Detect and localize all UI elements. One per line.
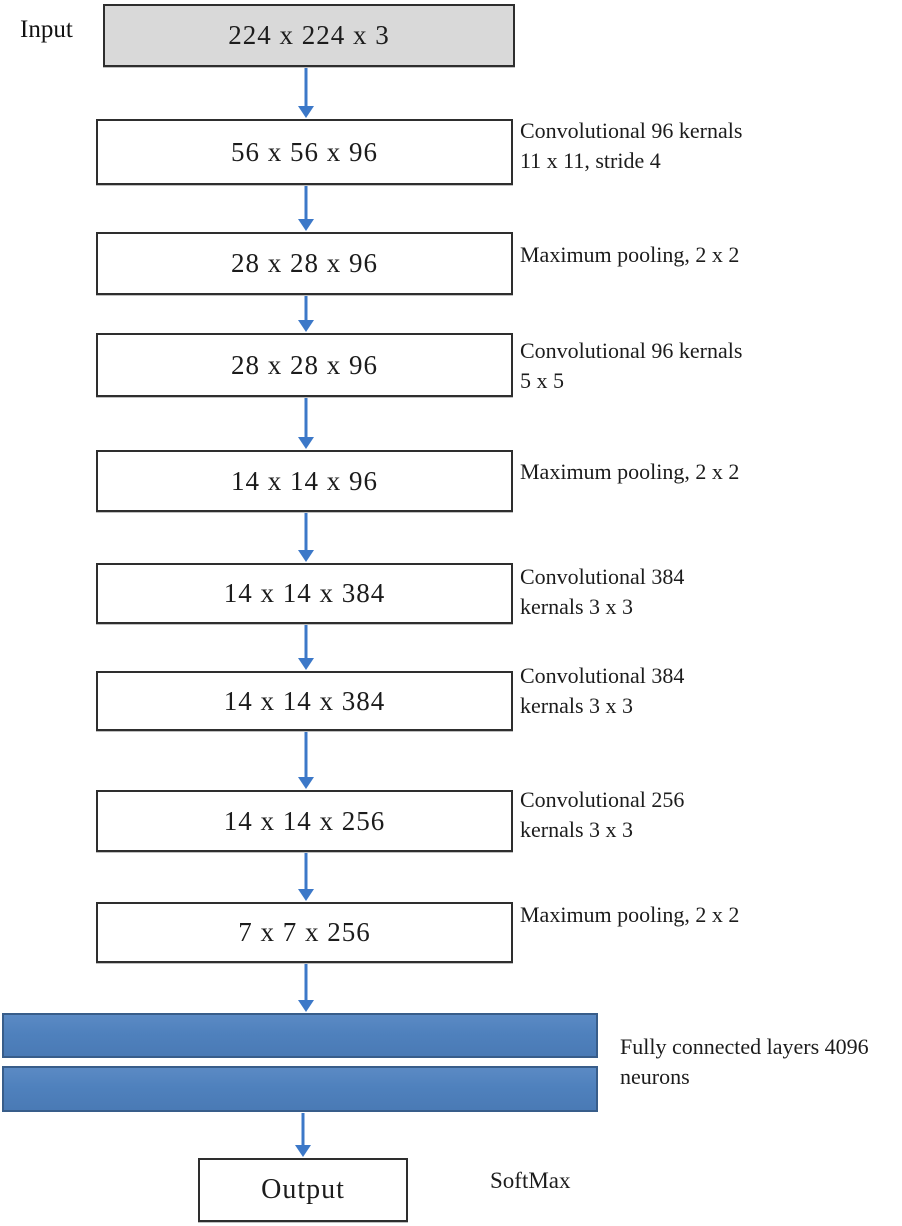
layer-box-conv5: 14 x 14 x 256	[96, 790, 513, 852]
layer-box-text: 14 x 14 x 384	[223, 685, 386, 716]
annotation-line2: 5 x 5	[520, 368, 564, 393]
flow-arrow	[298, 186, 314, 231]
input-box-text: 224 x 224 x 3	[228, 20, 390, 50]
layer-annotation-conv2: Convolutional 96 kernals 5 x 5	[520, 336, 880, 396]
arrow-head-icon	[298, 106, 314, 118]
layer-box-pool3: 7 x 7 x 256	[96, 902, 513, 963]
arrow-shaft	[304, 296, 308, 321]
arrow-head-icon	[298, 219, 314, 231]
arrow-head-icon	[298, 550, 314, 562]
flow-arrow	[298, 732, 314, 789]
arrow-head-icon	[298, 320, 314, 332]
layer-box-conv1: 56 x 56 x 96	[96, 119, 513, 185]
layer-box-conv3: 14 x 14 x 384	[96, 563, 513, 624]
arrow-head-icon	[298, 889, 314, 901]
flow-arrow	[295, 1113, 311, 1157]
arrow-shaft	[301, 1113, 305, 1146]
annotation-line1: Fully connected layers 4096	[620, 1034, 869, 1059]
layer-annotation-conv4: Convolutional 384 kernals 3 x 3	[520, 661, 880, 721]
flow-arrow	[298, 625, 314, 670]
layer-box-text: 14 x 14 x 384	[223, 578, 386, 608]
annotation-line1: Maximum pooling, 2 x 2	[520, 459, 740, 484]
annotation-line1: Convolutional 384	[520, 663, 685, 688]
arrow-shaft	[304, 964, 308, 1001]
fully-connected-bar-1	[2, 1013, 598, 1058]
annotation-line2: kernals 3 x 3	[520, 693, 634, 718]
layer-box-conv2: 28 x 28 x 96	[96, 333, 513, 397]
layer-annotation-conv1: Convolutional 96 kernals 11 x 11, stride…	[520, 116, 880, 176]
annotation-line2: kernals 3 x 3	[520, 817, 634, 842]
layer-box-text: 56 x 56 x 96	[231, 136, 378, 167]
flow-arrow	[298, 513, 314, 562]
fully-connected-bar-2	[2, 1066, 598, 1112]
input-box: 224 x 224 x 3	[103, 4, 515, 67]
flow-arrow	[298, 398, 314, 449]
flow-arrow	[298, 296, 314, 332]
input-label: Input	[20, 16, 73, 43]
annotation-line2: neurons	[620, 1064, 690, 1089]
arrow-shaft	[304, 68, 308, 107]
annotation-line1: Convolutional 96 kernals	[520, 118, 743, 143]
annotation-line1: Maximum pooling, 2 x 2	[520, 242, 740, 267]
arrow-shaft	[304, 398, 308, 438]
annotation-line1: Maximum pooling, 2 x 2	[520, 902, 740, 927]
softmax-label: SoftMax	[490, 1168, 571, 1193]
annotation-line1: Convolutional 384	[520, 564, 685, 589]
layer-box-text: 28 x 28 x 96	[231, 248, 378, 278]
flow-arrow	[298, 68, 314, 118]
annotation-line1: Convolutional 256	[520, 787, 685, 812]
output-box: Output	[198, 1158, 408, 1222]
fully-connected-annotation: Fully connected layers 4096 neurons	[620, 1032, 890, 1092]
arrow-head-icon	[295, 1145, 311, 1157]
layer-annotation-pool1: Maximum pooling, 2 x 2	[520, 240, 880, 270]
annotation-line2: kernals 3 x 3	[520, 594, 634, 619]
arrow-shaft	[304, 513, 308, 551]
output-box-text: Output	[261, 1174, 345, 1205]
arrow-shaft	[304, 186, 308, 220]
layer-annotation-pool2: Maximum pooling, 2 x 2	[520, 457, 880, 487]
layer-annotation-conv3: Convolutional 384 kernals 3 x 3	[520, 562, 880, 622]
layer-box-pool1: 28 x 28 x 96	[96, 232, 513, 295]
arrow-shaft	[304, 853, 308, 890]
arrow-shaft	[304, 732, 308, 778]
arrow-head-icon	[298, 777, 314, 789]
layer-box-pool2: 14 x 14 x 96	[96, 450, 513, 512]
layer-box-text: 28 x 28 x 96	[231, 349, 378, 380]
arrow-head-icon	[298, 658, 314, 670]
annotation-line2: 11 x 11, stride 4	[520, 148, 661, 173]
layer-box-text: 7 x 7 x 256	[238, 917, 371, 947]
arrow-head-icon	[298, 1000, 314, 1012]
arrow-shaft	[304, 625, 308, 659]
layer-annotation-pool3: Maximum pooling, 2 x 2	[520, 900, 880, 930]
layer-box-conv4: 14 x 14 x 384	[96, 671, 513, 731]
annotation-line1: Convolutional 96 kernals	[520, 338, 743, 363]
arrow-head-icon	[298, 437, 314, 449]
layer-annotation-conv5: Convolutional 256 kernals 3 x 3	[520, 785, 880, 845]
flow-arrow	[298, 853, 314, 901]
flow-arrow	[298, 964, 314, 1012]
layer-box-text: 14 x 14 x 96	[231, 465, 378, 496]
layer-box-text: 14 x 14 x 256	[223, 805, 386, 836]
